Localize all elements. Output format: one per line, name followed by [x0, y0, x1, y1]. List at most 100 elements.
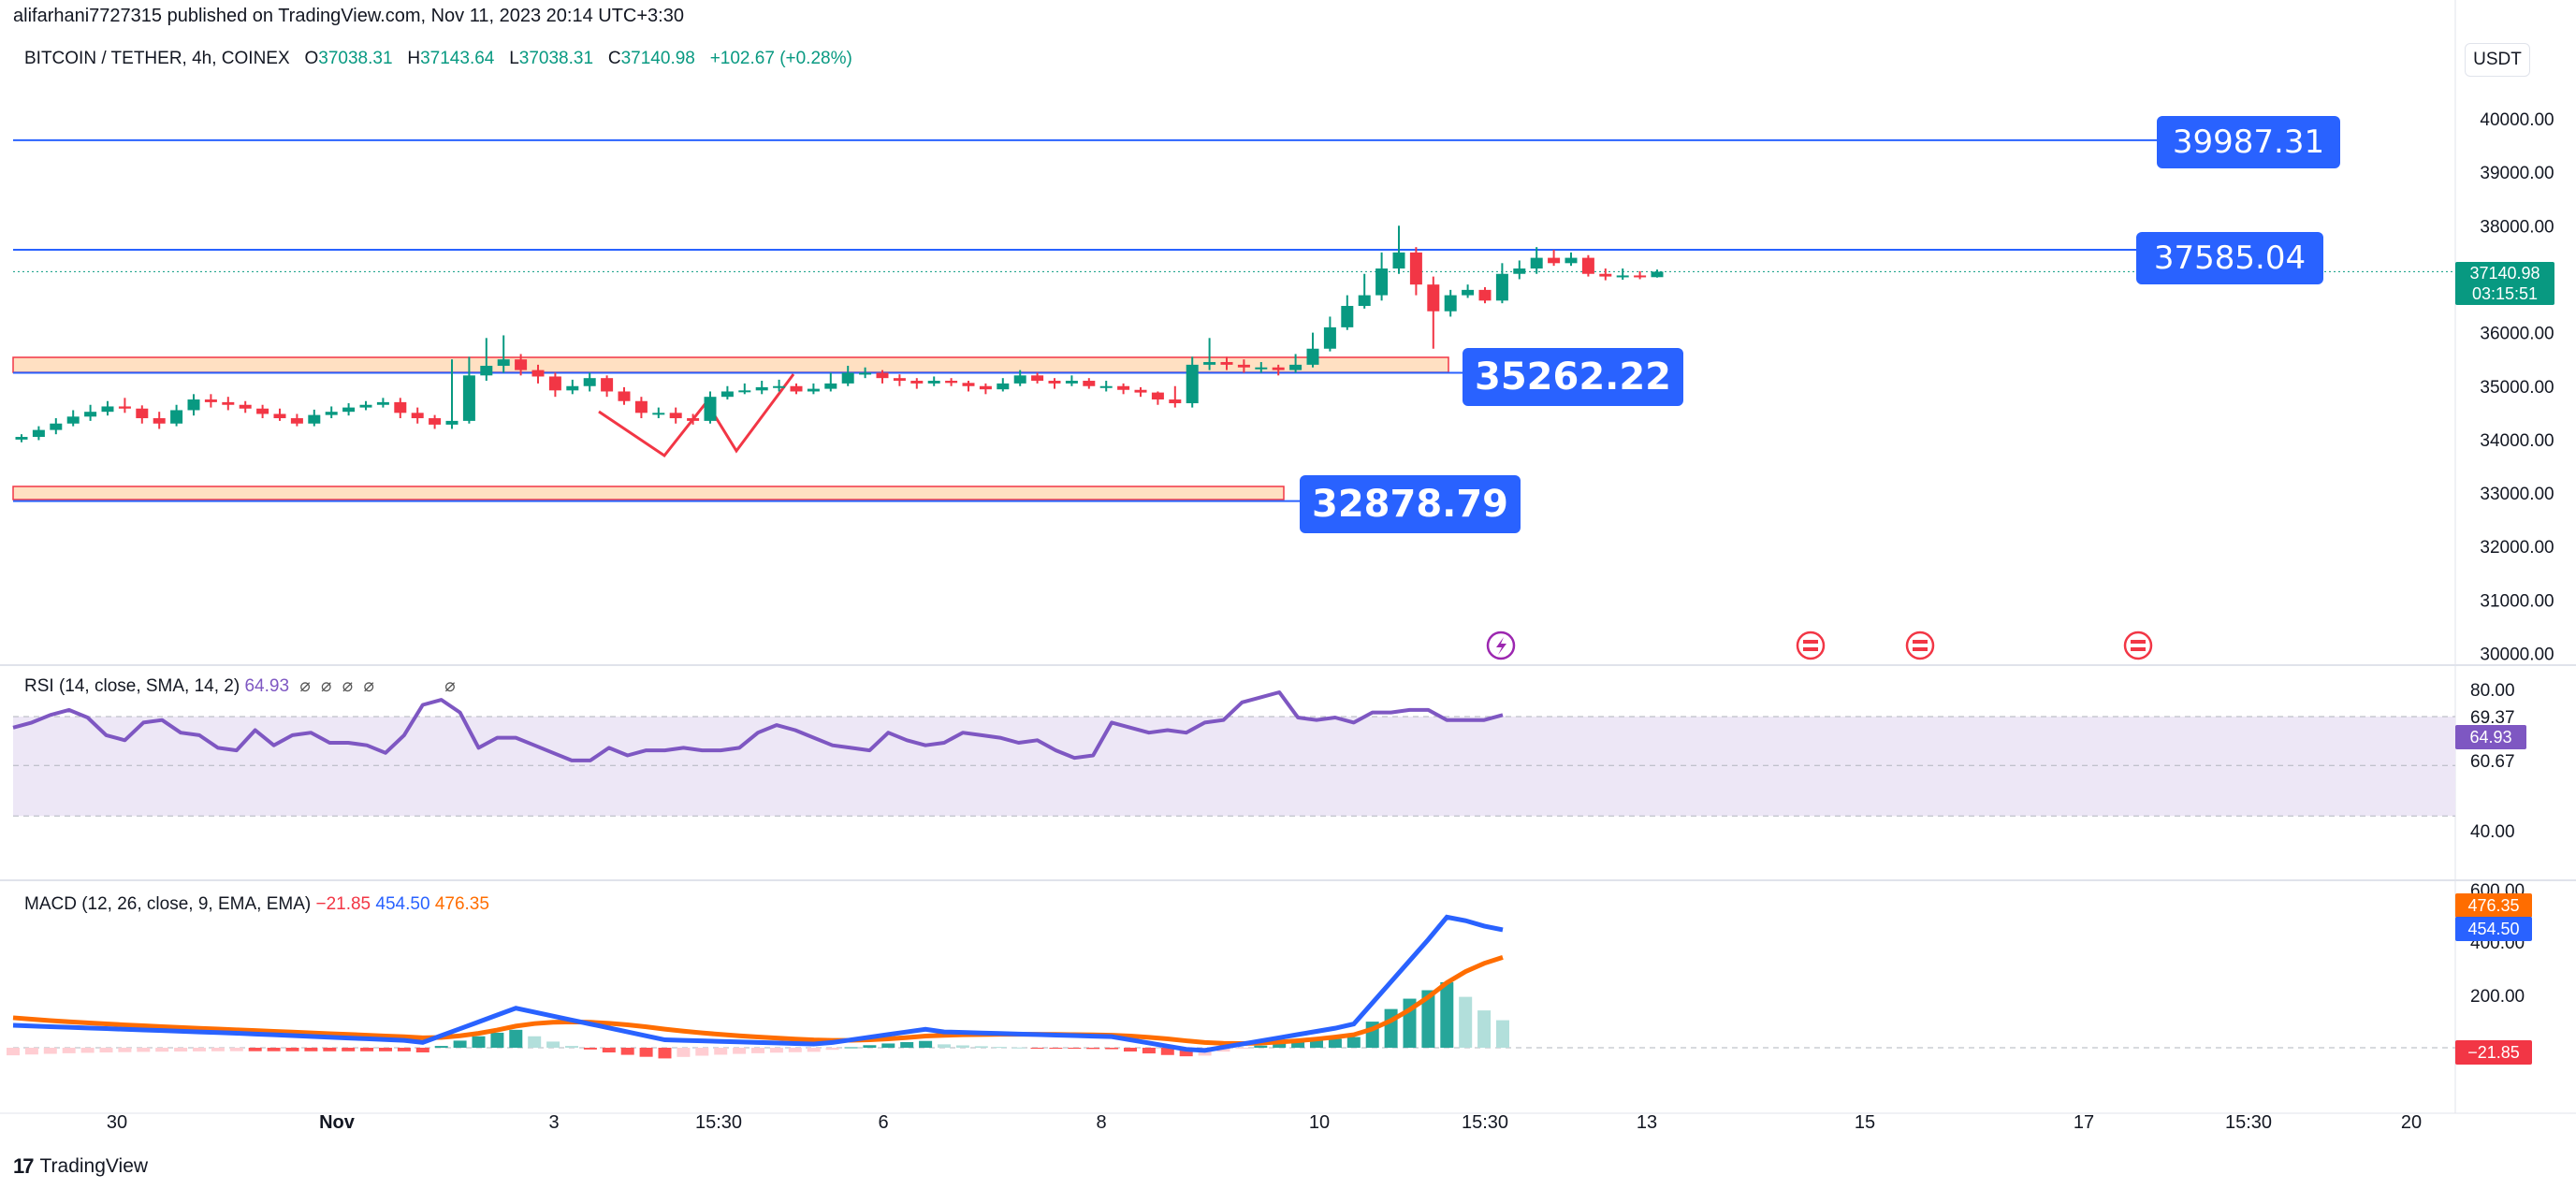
macd-histogram-bar: [733, 1048, 747, 1054]
candle-body: [170, 410, 183, 424]
candle-body: [962, 383, 975, 386]
macd-histogram-bar: [43, 1048, 57, 1054]
macd-histogram-bar: [620, 1048, 634, 1055]
footer-brand[interactable]: 17 TradingView: [13, 1154, 148, 1179]
candle-body: [1462, 289, 1475, 296]
macd-histogram-bar: [155, 1048, 169, 1052]
candle-body: [1151, 392, 1164, 400]
candle-body: [273, 413, 286, 419]
macd-value-tag: 454.50: [2455, 917, 2532, 941]
candle-body: [359, 404, 372, 408]
candle-body: [1409, 252, 1422, 285]
macd-histogram-bar: [1160, 1048, 1174, 1055]
candle-body: [1272, 367, 1285, 370]
rsi-legend[interactable]: RSI (14, close, SMA, 14, 2) 64.93 ⌀ ⌀ ⌀ …: [24, 675, 456, 697]
candle-body: [1048, 381, 1061, 384]
macd-histogram-bar: [304, 1048, 318, 1051]
macd-histogram-bar: [137, 1048, 151, 1052]
macd-histogram-bar: [788, 1048, 802, 1052]
macd-histogram-bar: [1440, 981, 1454, 1048]
candle-body: [394, 401, 407, 413]
macd-legend[interactable]: MACD (12, 26, close, 9, EMA, EMA) −21.85…: [24, 894, 489, 915]
macd-histogram-bar: [583, 1048, 597, 1050]
candle-body: [1495, 273, 1508, 301]
macd-histogram-bar: [955, 1045, 969, 1048]
candle-body: [429, 418, 442, 425]
time-tick-label: 13: [1637, 1112, 1657, 1133]
na-mark: ⌀: [299, 676, 311, 696]
macd-histogram-bar: [863, 1045, 877, 1048]
macd-histogram-bar: [193, 1048, 206, 1051]
price-label-32878[interactable]: 32878.79: [1300, 475, 1521, 533]
symbol-legend[interactable]: BITCOIN / TETHER, 4h, COINEX O37038.31 H…: [24, 49, 852, 69]
candle-body: [480, 366, 493, 376]
open-value: 37038.31: [318, 49, 393, 68]
candle-body: [1306, 348, 1319, 365]
candle-body: [411, 413, 424, 419]
candle-body: [342, 407, 356, 413]
macd-histogram-bar: [844, 1047, 858, 1049]
hist-value-tag: −21.85: [2455, 1040, 2532, 1065]
price-tick-label: 33000.00: [2480, 485, 2554, 504]
macd-histogram-bar: [453, 1040, 467, 1048]
candle-body: [136, 408, 149, 419]
rsi-line: [12, 689, 1504, 762]
candle-body: [1392, 252, 1405, 269]
candle-body: [687, 418, 700, 421]
price-label-39987[interactable]: 39987.31: [2157, 116, 2340, 168]
support-zones: [12, 356, 1449, 500]
signal-line: [12, 954, 1504, 1046]
macd-histogram-bar: [900, 1041, 914, 1048]
support-zone: [12, 486, 1285, 500]
candle-body: [15, 437, 28, 440]
currency-button[interactable]: USDT: [2465, 43, 2530, 77]
macd-histogram-bar: [1124, 1048, 1137, 1052]
macd-histogram-bar: [285, 1048, 299, 1051]
candle-body: [566, 385, 579, 391]
time-tick-label: 17: [2074, 1112, 2094, 1133]
macd-histogram-bar: [1273, 1043, 1287, 1048]
candle-body: [807, 388, 820, 392]
macd-histogram-bar: [565, 1046, 578, 1048]
candle-body: [1634, 275, 1647, 278]
candle-body: [1134, 389, 1147, 393]
us-flag-icon: [1796, 631, 1826, 660]
rsi-tick-label: 40.00: [2470, 822, 2515, 842]
candle-body: [1289, 364, 1303, 370]
price-axis: 40000.0039000.0038000.0037000.0036000.00…: [2480, 110, 2554, 665]
macd-histogram-bar: [415, 1048, 429, 1052]
candle-body: [945, 381, 958, 384]
change-value: +102.67 (+0.28%): [709, 49, 852, 68]
candle-body: [790, 385, 803, 392]
candle-body: [84, 412, 97, 417]
flag-stripe: [1803, 640, 1818, 644]
candle-body: [720, 391, 734, 398]
macd-histogram-bar: [24, 1048, 38, 1055]
price-tick-label: 34000.00: [2480, 431, 2554, 451]
macd-histogram-bar: [62, 1048, 76, 1053]
time-tick-label: 10: [1309, 1112, 1330, 1133]
macd-histogram-bar: [528, 1036, 542, 1048]
current-price-tag: 37140.98 03:15:51: [2455, 262, 2554, 305]
candle-body: [1255, 367, 1268, 370]
price-tick-label: 32000.00: [2480, 538, 2554, 558]
rsi-band: [13, 717, 2455, 817]
macd-histogram-bar: [360, 1048, 374, 1051]
candle-body: [1031, 375, 1044, 382]
macd-histogram-bar: [7, 1048, 20, 1056]
macd-histogram-bar: [677, 1048, 691, 1057]
lightning-icon-bolt: [1496, 637, 1506, 655]
price-tick-label: 35000.00: [2480, 378, 2554, 398]
macd-histogram-bar: [919, 1040, 933, 1048]
macd-line-value: 454.50: [375, 894, 430, 914]
zigzag-line: [598, 373, 795, 458]
na-mark: ⌀: [363, 676, 374, 696]
price-label-37585[interactable]: 37585.04: [2136, 232, 2323, 284]
macd-histogram-bar: [546, 1041, 560, 1048]
price-label-35262[interactable]: 35262.22: [1463, 348, 1683, 406]
time-tick-label: 3: [548, 1112, 559, 1133]
close-value: 37140.98: [620, 49, 695, 68]
macd-histogram-bar: [1086, 1048, 1100, 1050]
symbol-name: BITCOIN / TETHER, 4h, COINEX: [24, 49, 290, 68]
